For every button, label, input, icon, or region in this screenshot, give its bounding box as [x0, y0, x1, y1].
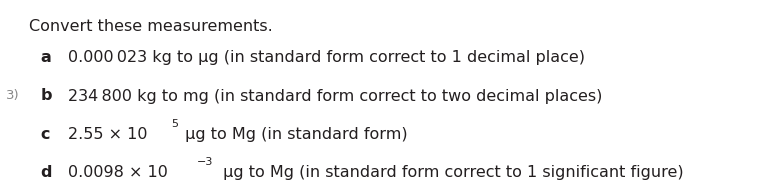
Text: μg to Mg (in standard form correct to 1 significant figure): μg to Mg (in standard form correct to 1 … — [218, 165, 684, 180]
Text: 234 800 kg to mg (in standard form correct to two decimal places): 234 800 kg to mg (in standard form corre… — [68, 89, 603, 103]
Text: −3: −3 — [197, 157, 213, 167]
Text: 2.55 × 10: 2.55 × 10 — [68, 127, 147, 142]
Text: μg to Mg (in standard form): μg to Mg (in standard form) — [180, 127, 407, 142]
Text: b: b — [40, 89, 52, 103]
Text: 0.000 023 kg to μg (in standard form correct to 1 decimal place): 0.000 023 kg to μg (in standard form cor… — [68, 50, 585, 65]
Text: c: c — [40, 127, 50, 142]
Text: Convert these measurements.: Convert these measurements. — [29, 19, 273, 34]
Text: a: a — [40, 50, 51, 65]
Text: d: d — [40, 165, 52, 180]
Text: 3): 3) — [6, 89, 20, 103]
Text: 0.0098 × 10: 0.0098 × 10 — [68, 165, 168, 180]
Text: 5: 5 — [171, 119, 178, 129]
